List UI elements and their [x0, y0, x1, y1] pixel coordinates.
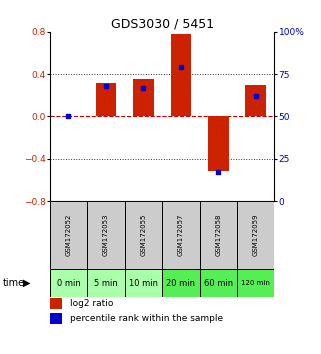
- Text: log2 ratio: log2 ratio: [70, 299, 113, 308]
- Text: GSM172052: GSM172052: [65, 214, 72, 256]
- Text: GSM172057: GSM172057: [178, 214, 184, 256]
- FancyBboxPatch shape: [200, 201, 237, 269]
- Text: 0 min: 0 min: [56, 279, 80, 287]
- Point: [178, 64, 183, 70]
- Bar: [246, 85, 266, 116]
- Text: 20 min: 20 min: [166, 279, 195, 287]
- FancyBboxPatch shape: [87, 201, 125, 269]
- Text: time: time: [3, 278, 25, 288]
- Point: [141, 85, 146, 91]
- FancyBboxPatch shape: [200, 269, 237, 297]
- Bar: [170, 34, 191, 116]
- Point: [103, 83, 108, 89]
- Text: ▶: ▶: [22, 278, 30, 288]
- Point: [66, 114, 71, 119]
- FancyBboxPatch shape: [162, 269, 200, 297]
- Text: GSM172053: GSM172053: [103, 214, 109, 256]
- FancyBboxPatch shape: [237, 269, 274, 297]
- Bar: [50, 298, 62, 309]
- Bar: [133, 79, 154, 116]
- Text: 5 min: 5 min: [94, 279, 118, 287]
- FancyBboxPatch shape: [87, 269, 125, 297]
- Point: [216, 170, 221, 175]
- FancyBboxPatch shape: [237, 201, 274, 269]
- FancyBboxPatch shape: [50, 201, 87, 269]
- FancyBboxPatch shape: [162, 201, 200, 269]
- Text: 60 min: 60 min: [204, 279, 233, 287]
- Text: percentile rank within the sample: percentile rank within the sample: [70, 314, 223, 323]
- Text: GSM172055: GSM172055: [140, 214, 146, 256]
- Bar: [50, 313, 62, 324]
- Title: GDS3030 / 5451: GDS3030 / 5451: [110, 18, 214, 31]
- Text: 10 min: 10 min: [129, 279, 158, 287]
- Text: GSM172059: GSM172059: [253, 214, 259, 256]
- Bar: [208, 116, 229, 171]
- Text: GSM172058: GSM172058: [215, 214, 221, 256]
- Point: [253, 93, 258, 99]
- Bar: [96, 82, 116, 116]
- FancyBboxPatch shape: [125, 269, 162, 297]
- Text: 120 min: 120 min: [241, 280, 270, 286]
- FancyBboxPatch shape: [125, 201, 162, 269]
- FancyBboxPatch shape: [50, 269, 87, 297]
